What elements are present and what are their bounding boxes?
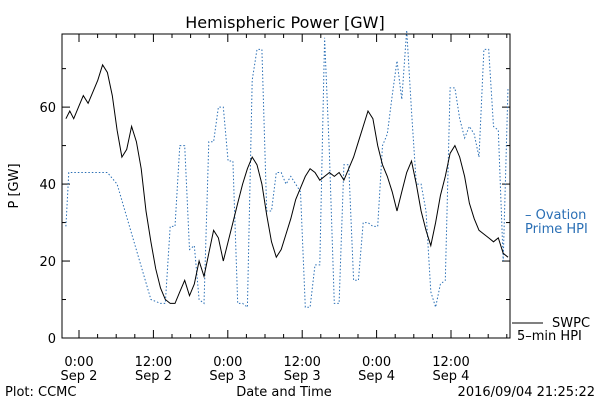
legend-swpc-top: SWPC: [552, 316, 590, 331]
plot-frame: [61, 33, 511, 339]
x-tick-date: Sep 2: [61, 369, 98, 384]
x-axis-label: Date and Time: [236, 385, 332, 400]
y-tick-label: 0: [48, 332, 56, 347]
x-tick-time: 0:00: [213, 355, 242, 370]
swpc-series: [65, 63, 509, 304]
legend-swpc-bottom: 5–min HPI: [517, 329, 582, 344]
x-tick-date: Sep 3: [284, 369, 321, 384]
ovation-prime-hpi-line: [65, 30, 509, 310]
swpc-5-min-hpi-line: [65, 63, 509, 304]
chart-title: Hemispheric Power [GW]: [185, 13, 384, 32]
x-tick-date: Sep 3: [209, 369, 246, 384]
footer-plot-credit: Plot: CCMC: [5, 385, 76, 400]
ovation-prime-series: [65, 30, 509, 310]
footer-timestamp: 2016/09/04 21:25:22: [458, 385, 595, 400]
x-tick-time: 12:00: [432, 355, 469, 370]
x-tick-date: Sep 2: [135, 369, 172, 384]
x-tick-time: 0:00: [64, 355, 93, 370]
x-tick-time: 12:00: [283, 355, 320, 370]
x-tick-time: 0:00: [362, 355, 391, 370]
legend-ovation-top: – Ovation: [525, 208, 586, 223]
y-tick-label: 40: [39, 178, 56, 193]
y-tick-label: 60: [39, 101, 56, 116]
legend-ovation-bottom: Prime HPI: [525, 222, 588, 237]
y-axis-label: P [GW]: [7, 163, 22, 208]
x-tick-date: Sep 4: [358, 369, 395, 384]
y-tick-label: 20: [39, 255, 56, 270]
y-axis: 0 20 40 60: [39, 68, 510, 347]
x-tick-time: 12:00: [135, 355, 172, 370]
x-tick-date: Sep 4: [433, 369, 470, 384]
